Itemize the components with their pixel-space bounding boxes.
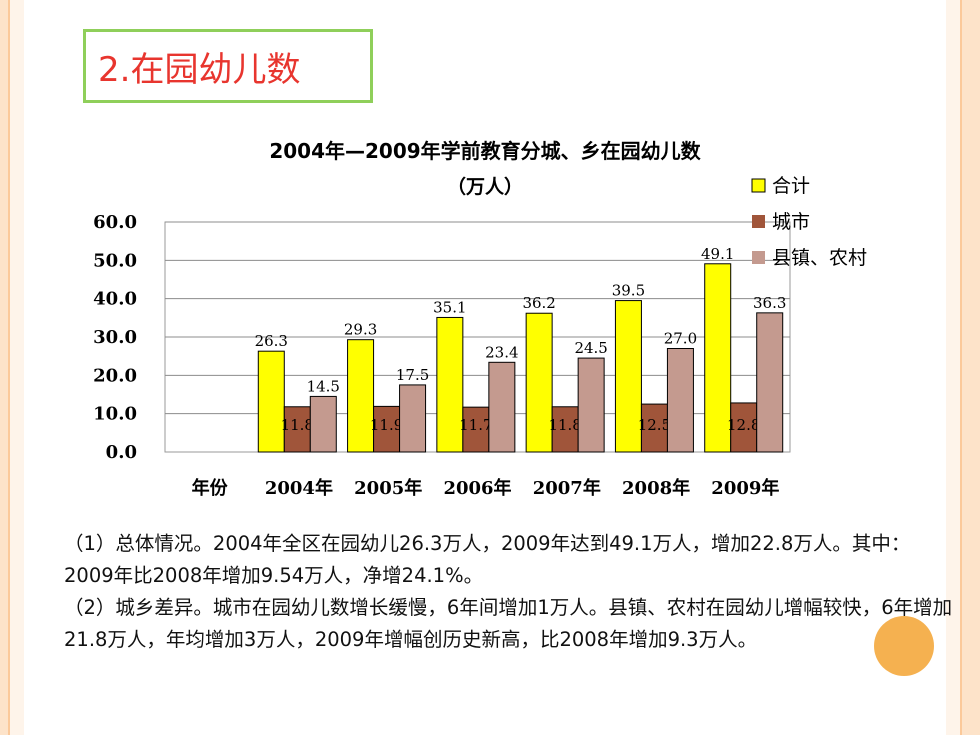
x-tick-label: 2006年 — [443, 477, 511, 499]
y-tick-label: 40.0 — [93, 289, 137, 310]
legend-label: 合计 — [772, 175, 810, 197]
legend-label: 城市 — [772, 211, 810, 233]
bar-2 — [309, 395, 337, 453]
y-tick-label: 10.0 — [93, 404, 137, 425]
decorative-circle — [874, 616, 934, 676]
data-label: 17.5 — [396, 366, 429, 384]
chart-subtitle: （万人） — [446, 176, 523, 198]
data-label: 11.7 — [459, 416, 492, 434]
slide-heading: 2.在园幼儿数 — [98, 50, 301, 90]
bar-0 — [704, 263, 732, 453]
data-label: 23.4 — [485, 343, 518, 361]
bar-0 — [525, 312, 553, 453]
data-label: 29.3 — [344, 321, 377, 339]
data-label: 11.8 — [548, 416, 581, 434]
data-label: 11.9 — [370, 416, 403, 434]
legend-swatch — [752, 251, 765, 264]
y-tick-label: 20.0 — [93, 365, 137, 386]
heading-box: 2.在园幼儿数 — [83, 29, 373, 103]
body-text: （1）总体情况。2004年全区在园幼儿26.3万人，2009年达到49.1万人，… — [64, 528, 954, 656]
x-tick-label: 2009年 — [711, 477, 779, 499]
bar-2 — [488, 361, 516, 453]
data-label: 49.1 — [701, 245, 734, 263]
x-tick-label: 2007年 — [533, 477, 601, 499]
data-label: 11.8 — [281, 416, 314, 434]
data-label: 14.5 — [307, 377, 340, 395]
y-tick-label: 30.0 — [93, 327, 137, 348]
data-label: 27.0 — [664, 330, 697, 348]
data-label: 24.5 — [574, 339, 607, 357]
bar-1 — [640, 403, 668, 453]
y-tick-label: 0.0 — [106, 442, 137, 463]
legend-swatch — [752, 215, 765, 228]
x-tick-label: 2008年 — [622, 477, 690, 499]
bar-2 — [756, 312, 784, 453]
right-decorative-border — [946, 0, 980, 735]
bar-1 — [373, 405, 401, 453]
data-label: 35.1 — [433, 298, 466, 316]
data-label: 12.5 — [638, 416, 671, 434]
data-label: 36.2 — [522, 294, 555, 312]
bar-2 — [666, 348, 694, 453]
bar-0 — [614, 300, 642, 453]
legend-swatch — [751, 178, 766, 193]
data-label: 12.8 — [727, 416, 760, 434]
bar-0 — [257, 350, 285, 453]
paragraph-overall: （1）总体情况。2004年全区在园幼儿26.3万人，2009年达到49.1万人，… — [64, 532, 911, 587]
x-tick-label: 2004年 — [265, 477, 333, 499]
left-decorative-border — [0, 0, 24, 735]
bar-2 — [577, 357, 605, 453]
legend-label: 县镇、农村 — [772, 247, 867, 269]
data-label: 39.5 — [612, 282, 645, 300]
bar-chart: 0.0 10.0 20.0 30.0 40.0 50.0 60.0 年份 2004年 26.3 11… — [93, 175, 867, 499]
bar-2 — [399, 384, 427, 453]
x-axis-title: 年份 — [192, 477, 229, 499]
data-label: 26.3 — [255, 332, 288, 350]
x-tick-label: 2005年 — [354, 477, 422, 499]
y-tick-label: 60.0 — [93, 212, 137, 233]
bar-1 — [730, 402, 758, 453]
bar-1 — [462, 406, 490, 453]
y-tick-label: 50.0 — [93, 250, 137, 271]
paragraph-urban-rural: （2）城乡差异。城市在园幼儿数增长缓慢，6年间增加1万人。县镇、农村在园幼儿增幅… — [64, 596, 953, 651]
data-label: 36.3 — [753, 294, 786, 312]
bar-0 — [347, 339, 375, 453]
bar-0 — [436, 316, 464, 453]
chart-title: 2004年—2009年学前教育分城、乡在园幼儿数 — [269, 139, 701, 163]
